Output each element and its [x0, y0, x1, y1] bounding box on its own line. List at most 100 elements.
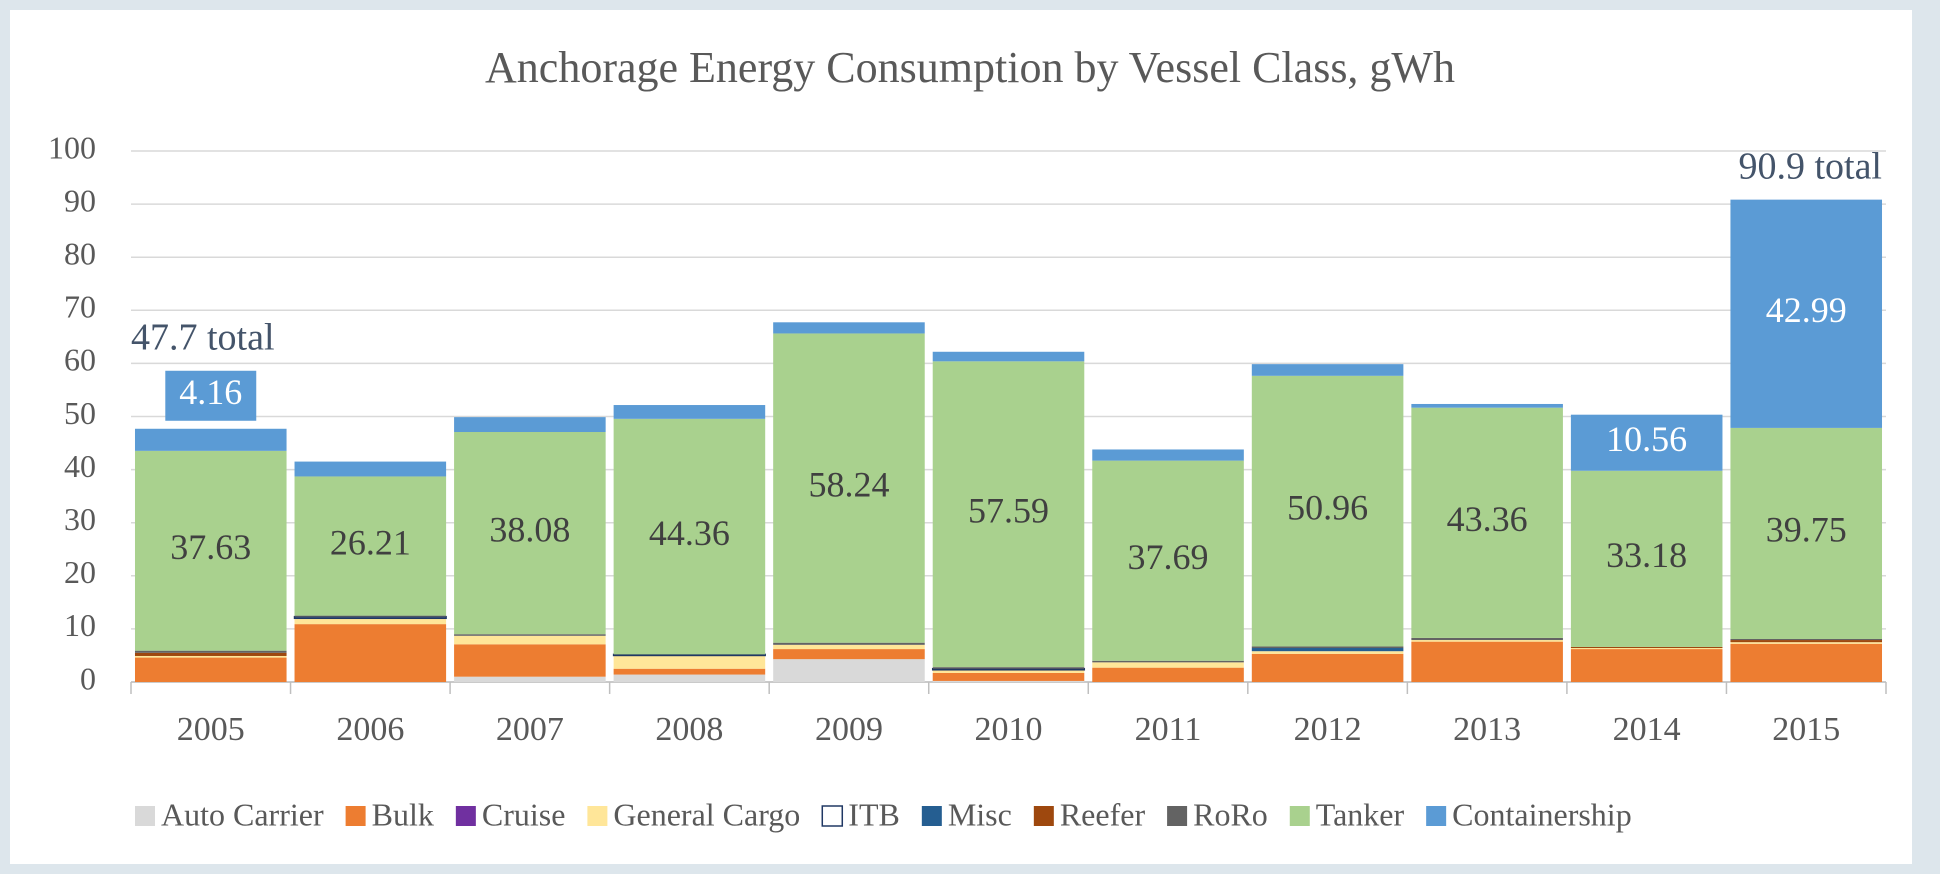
- data-label: 57.59: [968, 490, 1049, 530]
- bar-segment: [454, 644, 606, 677]
- y-tick-label: 30: [64, 501, 96, 537]
- bar-segment: [294, 461, 447, 477]
- x-tick-label: 2007: [496, 711, 564, 748]
- data-label: 37.69: [1128, 537, 1209, 577]
- y-tick-label: 0: [80, 660, 96, 696]
- y-tick-label: 90: [64, 182, 96, 218]
- bar-segment: [134, 652, 287, 656]
- bar-segment: [1251, 646, 1404, 649]
- bar-segment: [613, 655, 766, 669]
- data-label: 10.56: [1606, 419, 1687, 459]
- x-tick-label: 2015: [1772, 711, 1840, 748]
- bar-segment: [294, 618, 447, 625]
- bar-segment: [1411, 641, 1563, 682]
- y-tick-label: 50: [64, 395, 96, 431]
- bar-segment: [1251, 375, 1404, 647]
- bar-segment: [613, 418, 766, 655]
- x-tick-label: 2012: [1294, 711, 1362, 748]
- bar-segment: [1251, 364, 1404, 376]
- bar-segment: [1251, 653, 1404, 682]
- bar-segment: [932, 669, 1085, 673]
- data-label: 37.63: [170, 527, 251, 567]
- bar-segment: [931, 667, 1086, 671]
- y-tick-label: 80: [64, 236, 96, 272]
- bar-segment: [1570, 648, 1723, 650]
- legend-label: Bulk: [372, 796, 434, 832]
- legend-label: Cruise: [482, 796, 566, 832]
- x-tick-label: 2013: [1453, 711, 1521, 748]
- bar-segment: [294, 624, 447, 682]
- chart-title: Anchorage Energy Consumption by Vessel C…: [485, 43, 1455, 92]
- bar-segment: [1251, 648, 1404, 652]
- bar-segment: [773, 322, 925, 334]
- data-label: 38.08: [489, 509, 570, 549]
- bar-segment: [454, 417, 606, 433]
- bar-segment: [1092, 460, 1244, 661]
- data-label: 39.75: [1766, 510, 1847, 550]
- bar-segment: [1411, 640, 1563, 642]
- bar-segment: [773, 644, 925, 650]
- bar-segment: [932, 351, 1085, 362]
- bar-segment: [1411, 403, 1563, 408]
- legend-label: Tanker: [1316, 796, 1405, 832]
- y-tick-label: 10: [64, 607, 96, 643]
- legend-label: ITB: [848, 796, 900, 832]
- data-label: 58.24: [808, 464, 889, 504]
- bar-segment: [454, 634, 606, 636]
- bar-segment: [134, 450, 287, 651]
- bar-segment: [134, 655, 287, 658]
- bar-segment: [1730, 642, 1883, 644]
- bar-segment: [1411, 637, 1563, 641]
- bar-segment: [773, 642, 925, 645]
- legend-swatch: [1426, 806, 1447, 826]
- x-tick-label: 2009: [815, 711, 883, 748]
- bar-segment: [1251, 651, 1404, 654]
- bar-segment: [773, 649, 925, 660]
- data-label-box: [165, 370, 257, 421]
- legend-label: Misc: [948, 796, 1012, 832]
- bar-segment: [932, 672, 1085, 681]
- annotation: 90.9 total: [1738, 145, 1882, 187]
- legend-label: Containership: [1452, 796, 1632, 832]
- bar-segment: [613, 674, 766, 682]
- bar-segment: [773, 659, 925, 682]
- y-tick-label: 60: [64, 342, 96, 378]
- bar-segment: [932, 361, 1085, 668]
- legend-swatch: [1167, 806, 1188, 826]
- bar-segment: [294, 615, 447, 617]
- data-label: 26.21: [330, 522, 411, 562]
- y-tick-label: 40: [64, 448, 96, 484]
- bar-segment: [294, 476, 447, 616]
- bar-segment: [1092, 662, 1244, 668]
- data-label: 43.36: [1447, 499, 1528, 539]
- bar-segment: [932, 680, 1085, 682]
- x-tick-label: 2010: [975, 711, 1043, 748]
- bar-segment: [1730, 199, 1883, 428]
- bar-segment: [454, 432, 606, 635]
- bar-segment: [1730, 427, 1883, 639]
- legend-swatch: [135, 806, 155, 826]
- y-tick-label: 100: [48, 129, 96, 165]
- x-tick-label: 2011: [1135, 711, 1202, 748]
- bar-segment: [1570, 646, 1723, 649]
- x-tick-label: 2014: [1613, 711, 1681, 748]
- bar-segment: [1570, 649, 1723, 682]
- legend-label: Auto Carrier: [161, 796, 324, 832]
- bar-segment: [1092, 667, 1244, 682]
- bar-segment: [1570, 470, 1723, 647]
- bar-segment: [134, 428, 287, 451]
- bar-segment: [1411, 407, 1563, 638]
- bar-segment: [293, 615, 447, 620]
- bar-segment: [1092, 449, 1244, 461]
- bar-segment: [1730, 638, 1883, 641]
- legend-swatch: [1033, 806, 1054, 826]
- legend-swatch: [921, 806, 942, 826]
- bar-segment: [613, 405, 766, 419]
- data-label: 50.96: [1287, 487, 1368, 527]
- bar-segment: [1730, 640, 1883, 643]
- legend-swatch: [1289, 806, 1310, 826]
- legend-swatch: [455, 806, 476, 826]
- annotation: 47.7 total: [131, 316, 275, 358]
- y-tick-label: 70: [64, 289, 96, 325]
- x-tick-label: 2006: [336, 711, 404, 748]
